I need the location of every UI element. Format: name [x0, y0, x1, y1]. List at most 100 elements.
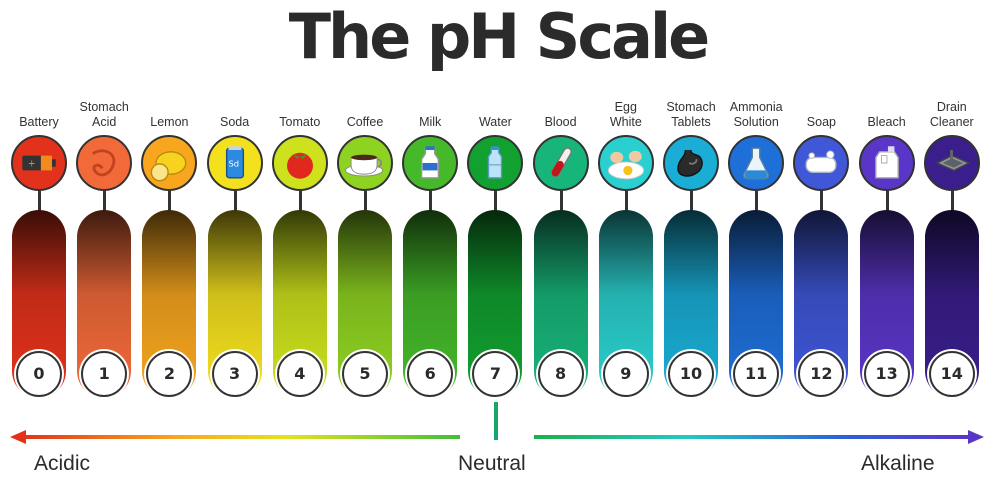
alkaline-arrow-line: [534, 435, 970, 439]
drain-sink-icon: [935, 150, 971, 172]
alkaline-arrowhead: [968, 430, 984, 444]
connector-stem: [233, 191, 237, 211]
connector-stem: [950, 191, 954, 211]
substance-icon-circle: [858, 135, 915, 191]
ph-value-badge: 12: [798, 351, 845, 397]
ph-column-3: Soda Sd 3: [202, 0, 268, 400]
substance-label-line: Acid: [92, 115, 117, 129]
ph-value-badge: 6: [407, 351, 454, 397]
ph-column-5: Coffee 5: [332, 0, 398, 400]
connector-stem: [364, 191, 367, 211]
connector-stem: [168, 191, 172, 211]
neutral-marker: [494, 402, 498, 440]
ph-column-6: Milk 6: [397, 0, 463, 400]
acidic-label: Acidic: [34, 452, 91, 475]
substance-label: Egg White: [581, 100, 671, 130]
ph-column-9: Egg White 9: [593, 0, 659, 400]
substance-label-line: Ammonia: [729, 100, 783, 114]
acidic-arrowhead: [10, 430, 26, 444]
substance-label: Drain Cleaner: [907, 100, 996, 130]
substance-icon-circle: [532, 135, 589, 191]
substance-icon-circle: [337, 135, 393, 191]
connector-stem: [885, 191, 889, 211]
ph-value-badge: 8: [537, 351, 584, 397]
milk-bottle-icon: [421, 146, 440, 179]
page-title: The pH Scale: [288, 0, 710, 73]
ph-value-badge: 11: [733, 351, 780, 397]
substance-label-line: Solution: [733, 115, 779, 129]
substance-label-line: Stomach: [666, 100, 716, 114]
ph-column-1: Stomach Acid 1: [71, 0, 137, 400]
ph-column-4: Tomato 4: [267, 0, 333, 400]
substance-icon-circle: [402, 135, 459, 191]
stomach-acid-icon: [92, 149, 116, 177]
bleach-jug-icon: [874, 146, 899, 179]
connector-stem: [429, 191, 433, 211]
substance-label-line: Drain: [936, 100, 967, 114]
flask-icon: [743, 147, 770, 180]
substance-label: Stomach Tablets: [646, 100, 736, 130]
substance-label: Lemon: [124, 115, 214, 130]
connector-stem: [690, 191, 693, 211]
blood-vial-icon: [550, 147, 572, 178]
substance-label: Soda: [190, 115, 280, 130]
ph-column-10: Stomach Tablets 10: [658, 0, 724, 400]
substance-label-line: Blood: [544, 115, 577, 129]
soap-icon: [805, 150, 837, 173]
substance-label: Battery: [0, 115, 84, 130]
ph-column-14: Drain Cleaner 14: [919, 0, 985, 400]
ph-value-badge: 9: [602, 351, 649, 397]
connector-stem: [624, 191, 628, 211]
substance-label: Soap: [776, 115, 866, 130]
svg-text:Sd: Sd: [228, 159, 239, 169]
connector-stem: [38, 191, 41, 211]
substance-label-line: Battery: [19, 115, 59, 129]
substance-label: Tomato: [255, 115, 345, 130]
ph-value-badge: 5: [342, 351, 388, 397]
ph-column-11: Ammonia Solution 11: [723, 0, 789, 400]
substance-label-line: Egg: [614, 100, 637, 114]
connector-stem: [494, 191, 498, 211]
ph-column-0: Battery +0: [6, 0, 72, 400]
ph-column-12: Soap 12: [788, 0, 854, 400]
substance-label-line: Tablets: [671, 115, 711, 129]
ph-value-badge: 13: [863, 351, 910, 397]
ph-column-2: Lemon 2: [136, 0, 202, 400]
substance-icon-circle: [923, 135, 980, 191]
substance-label: Milk: [385, 115, 475, 130]
substance-label-line: Coffee: [346, 115, 384, 129]
substance-label-line: Milk: [419, 115, 442, 129]
substance-icon-circle: [467, 135, 524, 191]
substance-label: Blood: [516, 115, 606, 130]
connector-stem: [298, 191, 302, 211]
substance-label: Water: [450, 115, 540, 130]
connector-stem: [820, 191, 824, 211]
ph-value-badge: 7: [472, 351, 519, 397]
soda-can-icon: Sd: [225, 146, 244, 179]
ph-value-badge: 3: [211, 351, 258, 397]
alkaline-label: Alkaline: [861, 452, 935, 475]
substance-icon-circle: [728, 135, 785, 191]
neutral-label: Neutral: [458, 452, 526, 475]
substance-label-line: Soap: [806, 115, 836, 129]
substance-label: Stomach Acid: [59, 100, 149, 130]
substance-icon-circle: [141, 135, 198, 191]
ph-value-badge: 0: [16, 351, 62, 397]
battery-icon: +: [22, 155, 56, 171]
substance-icon-circle: +: [11, 135, 67, 191]
substance-icon-circle: [597, 135, 654, 191]
water-bottle-icon: [488, 146, 503, 179]
substance-icon-circle: Sd: [206, 135, 263, 191]
substance-label-line: Stomach: [79, 100, 129, 114]
substance-icon-circle: [793, 135, 850, 191]
connector-stem: [559, 191, 563, 211]
ph-column-13: Bleach 13: [854, 0, 920, 400]
egg-icon: [607, 150, 644, 180]
substance-icon-circle: [76, 135, 133, 191]
ph-value-badge: 2: [146, 351, 193, 397]
ph-value-badge: 10: [668, 351, 714, 397]
substance-icon-circle: [271, 135, 328, 191]
substance-label-line: Water: [478, 115, 512, 129]
substance-label-line: White: [609, 115, 642, 129]
substance-label-line: Soda: [219, 115, 250, 129]
